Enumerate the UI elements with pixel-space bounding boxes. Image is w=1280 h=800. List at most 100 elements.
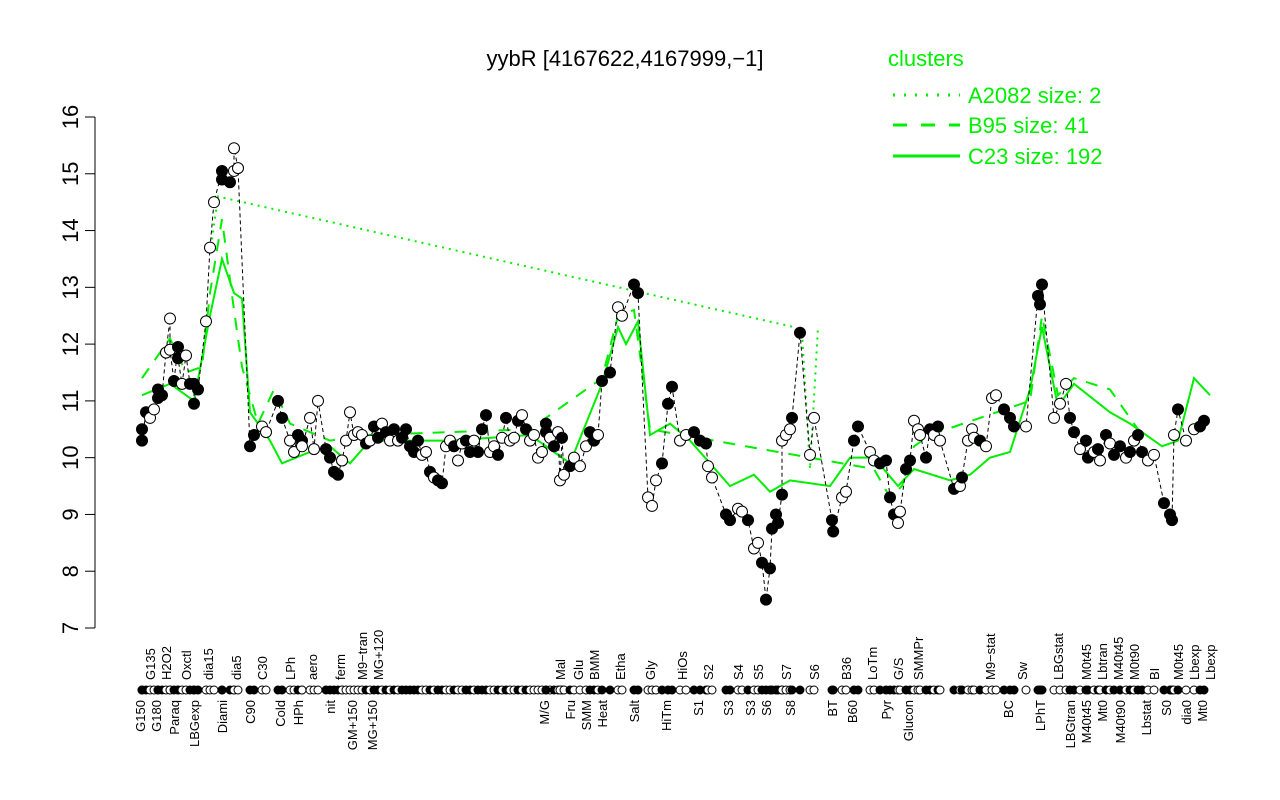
x-tick-label: dia15 — [201, 648, 216, 680]
data-point — [894, 505, 906, 518]
x-tick-label: Gly — [643, 660, 658, 680]
x-tick-label: BC — [1001, 700, 1016, 718]
y-tick-label: 14 — [58, 218, 83, 242]
data-point — [650, 474, 662, 487]
data-point — [632, 287, 644, 300]
rug-mark — [725, 685, 735, 695]
data-point — [616, 309, 628, 322]
data-point — [852, 420, 864, 433]
data-point — [1168, 428, 1180, 441]
data-point — [904, 454, 916, 467]
data-point — [784, 423, 796, 436]
data-point — [604, 366, 616, 379]
rug-mark — [633, 685, 643, 695]
data-point — [1114, 440, 1126, 453]
legend: clusters A2082 size: 2 B95 size: 41 C23 … — [888, 46, 1103, 169]
x-tick-label: S1 — [691, 700, 706, 716]
data-point — [244, 440, 256, 453]
data-point — [1148, 448, 1160, 461]
rug-mark — [841, 685, 851, 695]
data-point — [742, 514, 754, 527]
data-point — [452, 454, 464, 467]
x-tick-label: S7 — [779, 664, 794, 680]
x-tick-label: S6 — [759, 700, 774, 716]
data-point — [148, 403, 160, 416]
data-point — [1136, 445, 1148, 458]
data-point — [172, 340, 184, 353]
rug-mark — [597, 685, 607, 695]
data-point — [332, 468, 344, 481]
x-tick-label: ferm — [333, 654, 348, 680]
x-tick-label: M0t45 — [1079, 644, 1094, 680]
data-point — [702, 460, 714, 473]
data-point — [848, 434, 860, 447]
x-tick-label: S3 — [721, 700, 736, 716]
y-axis: 7 8 9 10 11 12 13 14 15 16 — [58, 105, 96, 634]
data-point — [308, 443, 320, 456]
x-tick-label: C90 — [243, 700, 258, 724]
data-point — [1124, 445, 1136, 458]
data-point — [880, 454, 892, 467]
y-tick-label: 15 — [58, 162, 83, 186]
x-tick-label: Sw — [1015, 661, 1030, 680]
data-point — [568, 451, 580, 464]
data-point — [760, 593, 772, 606]
data-point — [400, 423, 412, 436]
data-point — [990, 389, 1002, 402]
data-point — [1034, 298, 1046, 311]
data-point — [288, 445, 300, 458]
data-point — [752, 536, 764, 549]
x-tick-label: S3 — [743, 700, 758, 716]
rug-mark — [828, 685, 838, 695]
data-point — [980, 440, 992, 453]
data-point — [1166, 514, 1178, 527]
x-tick-label: G/S — [891, 657, 906, 680]
x-tick-label: Lbtran — [1095, 643, 1110, 680]
x-tick-label: M/G — [537, 700, 552, 725]
data-point — [786, 411, 798, 424]
x-tick-label: Lbexp — [1187, 645, 1202, 680]
rug-mark — [277, 685, 287, 695]
data-point — [772, 516, 784, 529]
data-point — [480, 409, 492, 422]
x-tick-label: Mal — [553, 659, 568, 680]
x-tick-label: Mt0 — [1095, 700, 1110, 722]
x-tick-label: BT — [825, 700, 840, 717]
rug-mark — [809, 685, 819, 695]
rug-mark — [707, 685, 717, 695]
rug-mark — [209, 685, 219, 695]
rug-mark — [233, 685, 243, 695]
data-point — [892, 516, 904, 529]
data-point — [1048, 411, 1060, 424]
y-tick-label: 11 — [58, 389, 83, 412]
rug-mark — [991, 685, 1001, 695]
x-tick-label: SMM — [579, 700, 594, 730]
data-point — [468, 434, 480, 447]
data-point — [804, 448, 816, 461]
data-point — [248, 428, 260, 441]
x-tick-label: Lbstat — [1139, 700, 1154, 736]
x-tick-label: S0 — [1159, 700, 1174, 716]
data-point — [372, 431, 384, 444]
data-point — [574, 460, 586, 473]
data-point — [324, 451, 336, 464]
y-tick-label: 13 — [58, 275, 83, 299]
x-tick-label: M0t90 — [1127, 644, 1142, 680]
data-point — [1198, 414, 1210, 427]
data-point — [808, 411, 820, 424]
data-point — [420, 445, 432, 458]
x-tick-label: G135 — [143, 648, 158, 680]
data-point — [536, 445, 548, 458]
x-tick-label: SMMPr — [911, 636, 926, 680]
data-point — [1036, 278, 1048, 291]
data-point — [1020, 420, 1032, 433]
rug-mark — [541, 685, 551, 695]
rug-mark — [935, 685, 945, 695]
rug-mark — [1009, 685, 1019, 695]
data-point — [1008, 420, 1020, 433]
data-point — [1104, 437, 1116, 450]
x-tick-label: M40t90 — [1113, 700, 1128, 743]
x-tick-label: MG+150 — [365, 700, 380, 750]
data-point — [276, 411, 288, 424]
